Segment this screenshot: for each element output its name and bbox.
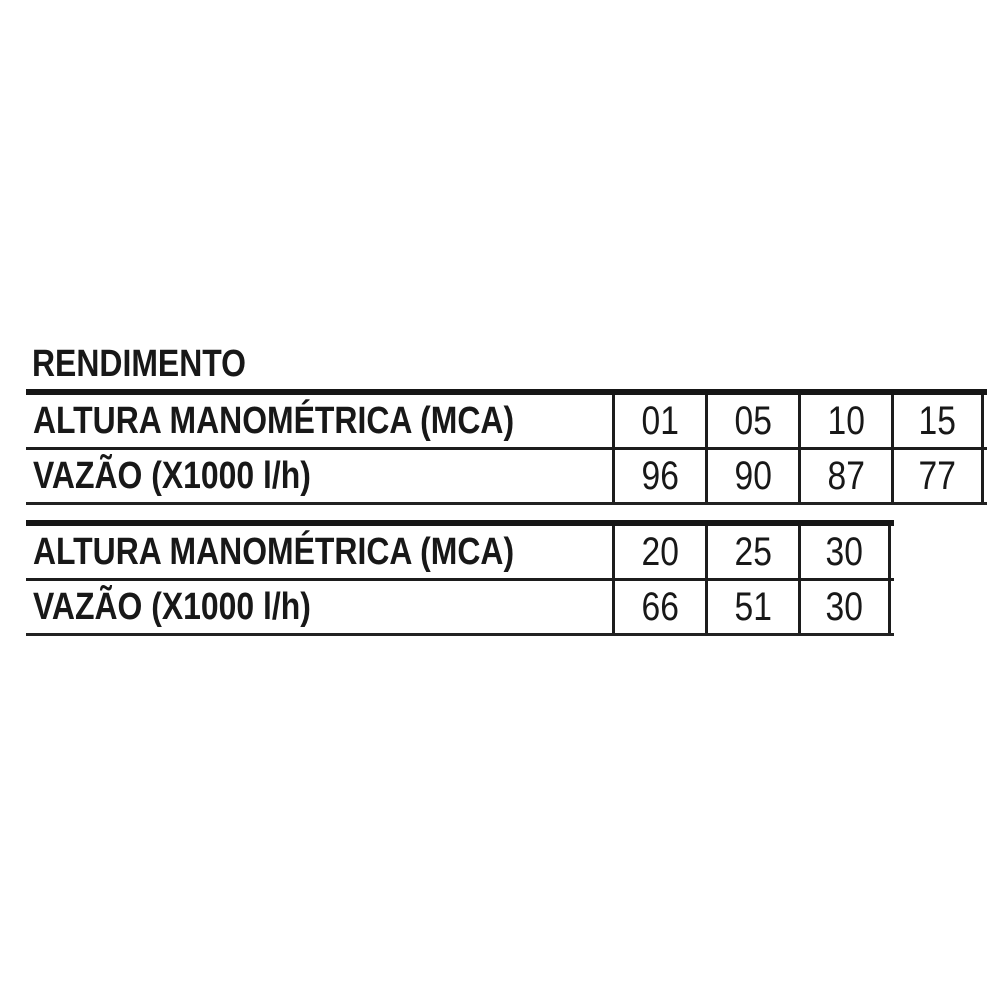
table1-head-label-text: ALTURA MANOMÉTRICA (MCA) [33, 399, 515, 442]
page-title-text: RENDIMENTO [32, 343, 247, 385]
table1-row-separator [26, 447, 987, 450]
table2-flow-label-text: VAZÃO (X1000 l/h) [33, 585, 311, 628]
table2-head-label: ALTURA MANOMÉTRICA (MCA) [26, 526, 612, 578]
table2-head-label-text: ALTURA MANOMÉTRICA (MCA) [33, 530, 515, 573]
table2-flow-value-2: 51 [705, 581, 798, 633]
table2-row-separator [26, 578, 894, 581]
table2-head-value-1: 20 [612, 526, 705, 578]
table1-top-rule [26, 389, 987, 395]
table1-head-label: ALTURA MANOMÉTRICA (MCA) [26, 395, 612, 447]
table1-flow-value-4: 77 [891, 450, 984, 502]
table2-flow-value-1: 66 [612, 581, 705, 633]
table2-bottom-rule [26, 633, 894, 636]
table2-head-value-2: 25 [705, 526, 798, 578]
table1-bottom-rule [26, 502, 987, 505]
table1-flow-value-1: 96 [612, 450, 705, 502]
performance-table-2: ALTURA MANOMÉTRICA (MCA) 20 25 30 VAZÃO … [26, 520, 894, 636]
table1-flow-value-2: 90 [705, 450, 798, 502]
table2-row-flow: VAZÃO (X1000 l/h) 66 51 30 [26, 581, 894, 633]
table2-row-head: ALTURA MANOMÉTRICA (MCA) 20 25 30 [26, 526, 894, 578]
page-title: RENDIMENTO [32, 344, 287, 384]
table1-head-value-2: 05 [705, 395, 798, 447]
table1-head-value-4: 15 [891, 395, 984, 447]
table1-row-head: ALTURA MANOMÉTRICA (MCA) 01 05 10 15 [26, 395, 987, 447]
table1-flow-label: VAZÃO (X1000 l/h) [26, 450, 612, 502]
table1-head-value-3: 10 [798, 395, 891, 447]
table1-head-value-1: 01 [612, 395, 705, 447]
table1-flow-label-text: VAZÃO (X1000 l/h) [33, 454, 311, 497]
table2-top-rule [26, 520, 894, 526]
table2-flow-value-3: 30 [798, 581, 891, 633]
performance-table-1: ALTURA MANOMÉTRICA (MCA) 01 05 10 15 VAZ… [26, 389, 987, 505]
table2-flow-label: VAZÃO (X1000 l/h) [26, 581, 612, 633]
table1-flow-value-3: 87 [798, 450, 891, 502]
table2-head-value-3: 30 [798, 526, 891, 578]
table1-row-flow: VAZÃO (X1000 l/h) 96 90 87 77 [26, 450, 987, 502]
